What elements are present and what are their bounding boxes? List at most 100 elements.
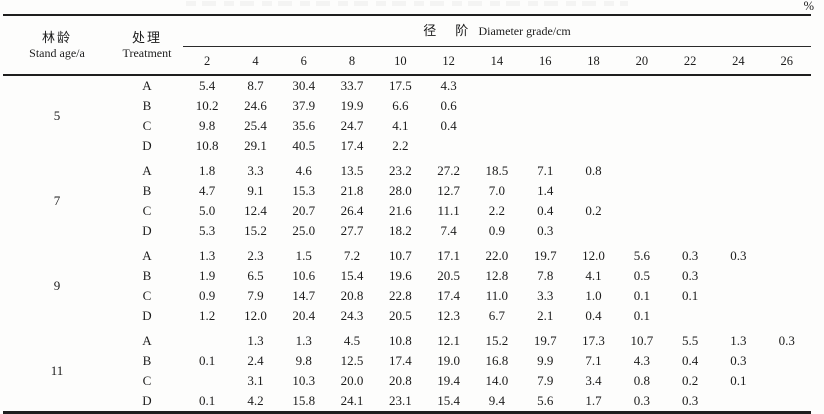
table-row: D 5.3 15.2 25.0 27.7 18.2 7.4 0.9 0.3 <box>3 221 811 241</box>
value-cell <box>473 116 521 136</box>
diameter-grade-zh-1: 径 <box>423 23 438 38</box>
value-cell: 0.1 <box>730 373 747 388</box>
value-cell: 1.9 <box>199 268 216 283</box>
value-cell: 19.9 <box>340 98 364 113</box>
value-cell: 1.8 <box>199 163 216 178</box>
value-cell: 15.4 <box>340 268 364 283</box>
diameter-distribution-table: 林龄 Stand age/a 处理 Treatment 径 阶 Diameter … <box>3 14 811 414</box>
table-row: 7 A 1.8 3.3 4.6 13.5 23.2 27.2 18.5 7.1 0.8 <box>3 156 811 208</box>
value-cell <box>763 75 811 96</box>
value-cell: 18.2 <box>388 223 412 238</box>
value-cell <box>763 201 811 221</box>
value-cell <box>473 136 521 156</box>
treatment-cell: C <box>142 203 152 218</box>
value-cell: 4.2 <box>247 393 264 408</box>
value-cell: 10.8 <box>388 333 412 348</box>
treatment-cell: D <box>142 138 152 153</box>
value-cell: 25.0 <box>292 223 316 238</box>
value-cell: 12.3 <box>437 308 460 323</box>
value-cell <box>569 181 617 201</box>
diameter-grade-tick: 14 <box>490 53 504 68</box>
value-cell: 5.6 <box>633 248 650 263</box>
value-cell: 1.3 <box>247 333 264 348</box>
value-cell: 3.1 <box>247 373 264 388</box>
value-cell: 1.3 <box>730 333 747 348</box>
value-cell: 33.7 <box>340 78 364 93</box>
value-cell: 0.9 <box>488 223 506 238</box>
value-cell: 10.8 <box>195 138 219 153</box>
value-cell: 17.5 <box>388 78 412 93</box>
value-cell: 9.9 <box>537 353 554 368</box>
value-cell <box>666 136 714 156</box>
value-cell: 0.4 <box>537 203 554 218</box>
value-cell: 7.0 <box>488 183 506 198</box>
value-cell: 19.4 <box>437 373 460 388</box>
value-cell: 9.1 <box>247 183 264 198</box>
value-cell <box>714 221 762 241</box>
table-row: 11 A 1.3 1.3 4.5 10.8 12.1 15.2 19.7 17.3 10.7 5.5 1… <box>3 326 811 378</box>
treatment-cell: A <box>142 333 152 348</box>
value-cell: 29.1 <box>244 138 267 153</box>
table-row: C 9.8 25.4 35.6 24.7 4.1 0.4 <box>3 116 811 136</box>
treatment-cell: D <box>142 223 152 238</box>
stand-age-cell: 7 <box>53 193 61 208</box>
value-cell: 21.8 <box>340 183 364 198</box>
diameter-grade-tick: 6 <box>300 53 307 68</box>
stand-age-cell: 11 <box>50 363 64 378</box>
value-cell: 0.2 <box>585 203 602 218</box>
value-cell <box>521 116 569 136</box>
value-cell: 17.3 <box>582 333 605 348</box>
value-cell <box>521 96 569 116</box>
table-row: D 0.1 4.2 15.8 24.1 23.1 15.4 9.4 5.6 1.7 0.3 0.3 <box>3 391 811 413</box>
value-cell: 12.7 <box>437 183 460 198</box>
table-header: 林龄 Stand age/a 处理 Treatment 径 阶 Diameter … <box>3 15 811 75</box>
value-cell: 1.3 <box>199 248 216 263</box>
value-cell: 0.8 <box>633 373 650 388</box>
value-cell: 0.9 <box>199 288 216 303</box>
value-cell: 7.2 <box>343 248 361 263</box>
value-cell: 15.4 <box>437 393 460 408</box>
value-cell <box>714 391 762 413</box>
value-cell: 1.5 <box>295 248 312 263</box>
value-cell: 0.4 <box>585 308 602 323</box>
value-cell: 8.7 <box>247 78 264 93</box>
value-cell: 23.2 <box>388 163 412 178</box>
value-cell: 17.4 <box>437 288 460 303</box>
value-cell: 2.2 <box>392 138 409 153</box>
value-cell: 12.1 <box>437 333 460 348</box>
value-cell: 4.3 <box>633 353 650 368</box>
value-cell <box>714 136 762 156</box>
table-row: C 3.1 10.3 20.0 20.8 19.4 14.0 7.9 3.4 0.8 0.2 0.1 <box>3 371 811 391</box>
value-cell: 10.6 <box>292 268 316 283</box>
value-cell: 0.1 <box>681 288 699 303</box>
value-cell: 10.2 <box>195 98 219 113</box>
value-cell <box>763 181 811 201</box>
value-cell: 23.1 <box>388 393 412 408</box>
table-row: 9 A 1.3 2.3 1.5 7.2 10.7 17.1 22.0 19.7 12.0 5.6 0.3… <box>3 241 811 293</box>
value-cell: 2.2 <box>488 203 506 218</box>
value-cell: 0.3 <box>778 333 795 348</box>
value-cell: 7.9 <box>537 373 554 388</box>
treatment-cell: C <box>142 288 152 303</box>
value-cell: 0.5 <box>633 268 650 283</box>
table-row: B 4.7 9.1 15.3 21.8 28.0 12.7 7.0 1.4 <box>3 181 811 201</box>
value-cell <box>666 201 714 221</box>
value-cell: 4.6 <box>295 163 312 178</box>
value-cell: 15.2 <box>485 333 509 348</box>
value-cell: 19.6 <box>388 268 412 283</box>
unit-label: % <box>803 0 814 13</box>
treatment-cell: D <box>142 393 152 408</box>
value-cell <box>714 96 762 116</box>
value-cell: 20.8 <box>388 373 412 388</box>
value-cell: 1.2 <box>199 308 216 323</box>
table-body: 5 A 5.4 8.7 30.4 33.7 17.5 4.3 B 10.2 24.6 37.9 19.9… <box>3 75 811 413</box>
table-row: B 10.2 24.6 37.9 19.9 6.6 0.6 <box>3 96 811 116</box>
value-cell: 7.4 <box>440 223 457 238</box>
value-cell: 7.1 <box>585 353 602 368</box>
header-row-top: 林龄 Stand age/a 处理 Treatment 径 阶 Diameter … <box>3 15 811 60</box>
treatment-header-zh: 处理 <box>131 29 162 45</box>
value-cell: 26.4 <box>340 203 364 218</box>
value-cell: 0.3 <box>681 248 699 263</box>
value-cell: 12.0 <box>244 308 267 323</box>
value-cell <box>763 266 811 286</box>
